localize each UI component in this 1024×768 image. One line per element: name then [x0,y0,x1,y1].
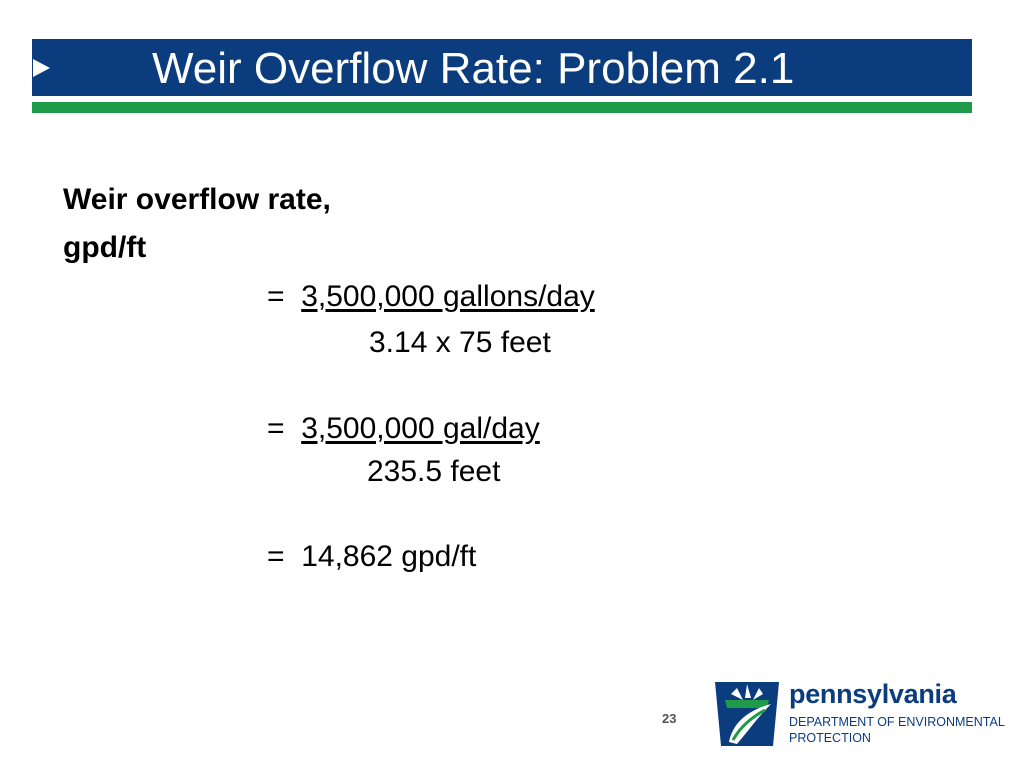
logo-subtitle-line2: PROTECTION [789,731,871,745]
title-underline-bar [32,102,972,113]
step2-equals-sign: = [267,412,285,445]
step2-numerator: 3,500,000 gal/day [301,412,540,445]
slide-title: Weir Overflow Rate: Problem 2.1 [152,44,795,93]
step3-equation: = 14,862 gpd/ft [267,540,476,574]
page-number: 23 [662,711,677,726]
step3-equals-sign: = [267,540,285,573]
formula-label-line2: gpd/ft [63,231,147,264]
logo-name: pennsylvania [789,679,957,709]
step1-denominator: 3.14 x 75 feet [369,326,551,359]
step1-numerator: 3,500,000 gallons/day [301,280,595,313]
step1-equation: = 3,500,000 gallons/day [267,280,595,314]
logo-subtitle-line1: DEPARTMENT OF ENVIRONMENTAL [789,715,1005,729]
step2-denominator: 235.5 feet [367,455,501,488]
pennsylvania-keystone-icon [715,682,779,746]
formula-label-line1: Weir overflow rate, [63,183,331,216]
arrow-right-icon [33,59,50,77]
step3-result: 14,862 gpd/ft [301,540,477,573]
title-bar [32,39,972,96]
step2-equation: = 3,500,000 gal/day [267,412,540,446]
step1-equals-sign: = [267,280,285,313]
